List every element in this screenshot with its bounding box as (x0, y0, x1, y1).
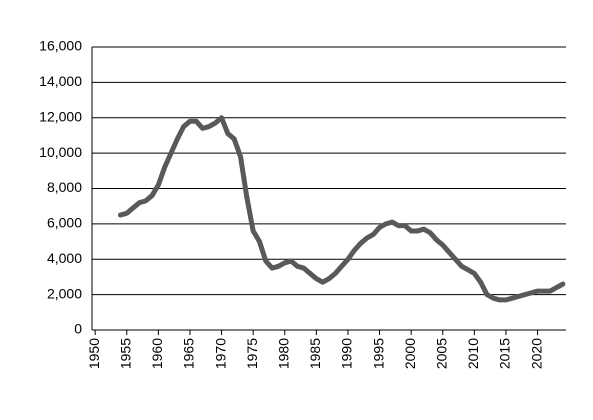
y-tick-label: 6,000 (47, 215, 82, 231)
y-tick-label: 4,000 (47, 250, 82, 266)
x-tick-label: 1950 (86, 338, 102, 369)
y-tick-label: 0 (74, 321, 82, 337)
x-tick-label: 2005 (433, 338, 449, 369)
y-tick-label: 12,000 (39, 108, 82, 124)
y-tick-label: 14,000 (39, 73, 82, 89)
x-tick-label: 1995 (370, 338, 386, 369)
x-tick-label: 1970 (212, 338, 228, 369)
x-tick-label: 2020 (528, 338, 544, 369)
y-tick-label: 16,000 (39, 38, 82, 54)
y-tick-label: 8,000 (47, 179, 82, 195)
x-tick-label: 2010 (465, 338, 481, 369)
x-tick-label: 1955 (117, 338, 133, 369)
x-tick-label: 2000 (402, 338, 418, 369)
x-tick-label: 2015 (497, 338, 513, 369)
y-tick-label: 10,000 (39, 144, 82, 160)
x-tick-label: 1965 (181, 338, 197, 369)
data-line (117, 115, 566, 303)
x-tick-label: 1985 (307, 338, 323, 369)
x-tick-label: 1960 (149, 338, 165, 369)
y-tick-label: 2,000 (47, 285, 82, 301)
x-tick-label: 1980 (275, 338, 291, 369)
x-tick-label: 1975 (244, 338, 260, 369)
x-tick-label: 1990 (339, 338, 355, 369)
